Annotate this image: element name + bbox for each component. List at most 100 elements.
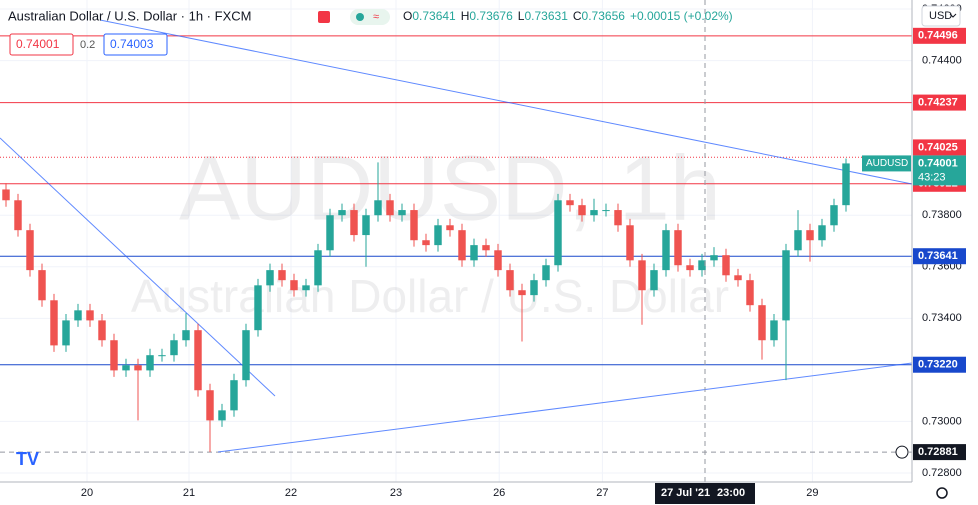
candle-body — [134, 365, 142, 371]
crosshair-date: 27 Jul '21 — [661, 487, 710, 499]
candle-body — [590, 210, 598, 216]
candle-body — [542, 265, 550, 281]
candle-body — [506, 270, 514, 291]
ohlc-key: O — [403, 9, 412, 23]
watermark: AUDUSD, 1h Australian Dollar / U.S. Doll… — [131, 137, 729, 322]
x-tick-label: 20 — [81, 487, 93, 499]
logo: TV — [16, 449, 39, 469]
bid: 0.74001 — [16, 37, 60, 51]
candle-body — [350, 210, 358, 236]
candle-body — [470, 245, 478, 261]
candle-body — [230, 380, 238, 411]
indicator-wave: ≈ — [373, 11, 379, 23]
candle-body — [806, 230, 814, 241]
level-label: 0.74025 — [918, 141, 958, 153]
price-tags: 0.744960.742370.740250.739220.736410.732… — [655, 27, 966, 504]
candle-body — [578, 205, 586, 216]
ohlc-legend: O0.73641 H0.73676 L0.73631 C0.73656 +0.00015… — [403, 9, 733, 23]
spread: 0.2 — [80, 39, 95, 51]
candle-body — [338, 210, 346, 216]
level-tag — [913, 94, 966, 111]
candle-body — [242, 330, 250, 381]
candle-body — [410, 210, 418, 241]
candle-body — [494, 250, 502, 271]
candle-body — [734, 275, 742, 281]
candle-body — [62, 320, 70, 346]
settings-icon[interactable] — [936, 487, 948, 499]
candle-body — [386, 200, 394, 216]
currency: USD — [929, 10, 952, 22]
x-tick-label: 26 — [493, 487, 505, 499]
candle-body — [434, 225, 442, 246]
level-tag — [913, 27, 966, 44]
level-label: 0.74496 — [918, 30, 958, 42]
candle-body — [722, 255, 730, 276]
y-tick-label: 0.73800 — [922, 209, 962, 221]
add-alert-icon[interactable] — [895, 445, 909, 459]
candle-body — [302, 285, 310, 291]
trend-line — [217, 362, 913, 453]
watermark-description: Australian Dollar / U.S. Dollar — [131, 270, 729, 322]
level-tag — [913, 139, 966, 156]
ask-box[interactable] — [103, 33, 168, 56]
candle-body — [110, 340, 118, 371]
candles — [2, 158, 850, 453]
y-tick-label: 0.74400 — [922, 54, 962, 66]
alert-icon — [318, 11, 330, 23]
x-tick-label: 27 — [596, 487, 608, 499]
candle-body — [398, 210, 406, 216]
ohlc-value: 0.73641 — [412, 9, 456, 23]
candle-body — [38, 270, 46, 301]
candle-body — [458, 230, 466, 261]
candle-body — [650, 270, 658, 291]
countdown: 43:23 — [918, 171, 946, 183]
candle-body — [290, 280, 298, 291]
level-label: 0.73220 — [918, 359, 958, 371]
level-tag — [913, 248, 966, 265]
level-label: 0.72881 — [918, 446, 958, 458]
symbol-label: AUDUSD — [866, 158, 908, 169]
level-label: 0.73641 — [918, 250, 958, 262]
candle-body — [842, 163, 850, 206]
trend-lines — [0, 19, 913, 453]
candle-body — [602, 210, 610, 212]
ohlc-value: 0.73631 — [524, 9, 568, 23]
candle-body — [554, 200, 562, 266]
level-tag — [913, 356, 966, 373]
candle-body — [794, 230, 802, 251]
candle-body — [218, 410, 226, 421]
candle-body — [374, 200, 382, 216]
x-tick-label: 22 — [285, 487, 297, 499]
candle-body — [254, 285, 262, 331]
candle-body — [710, 255, 718, 261]
bid-box[interactable] — [9, 33, 74, 56]
candle-body — [98, 320, 106, 341]
candle-body — [566, 200, 574, 206]
ohlc-value: 0.73656 — [582, 9, 626, 23]
candle-body — [746, 280, 754, 306]
candle-body — [518, 290, 526, 296]
currency-caret — [949, 13, 957, 18]
level-label: 0.74237 — [918, 96, 958, 108]
candle-body — [626, 225, 634, 261]
candle-body — [158, 355, 166, 357]
candle-body — [422, 240, 430, 246]
candle-body — [818, 225, 826, 241]
trend-line — [0, 137, 276, 397]
candle-body — [50, 300, 58, 346]
ohlc-key: H — [461, 9, 470, 23]
candle-body — [194, 330, 202, 391]
ohlc-change: +0.00015 (+0.02%) — [630, 9, 733, 23]
candle-body — [446, 225, 454, 231]
currency-button[interactable] — [921, 5, 961, 27]
candle-body — [146, 355, 154, 371]
price-label: 0.74001 — [918, 157, 958, 169]
candle-body — [830, 205, 838, 226]
trend-line — [99, 19, 913, 185]
candle-body — [182, 330, 190, 341]
candle-body — [314, 250, 322, 286]
price-tag — [913, 155, 966, 186]
